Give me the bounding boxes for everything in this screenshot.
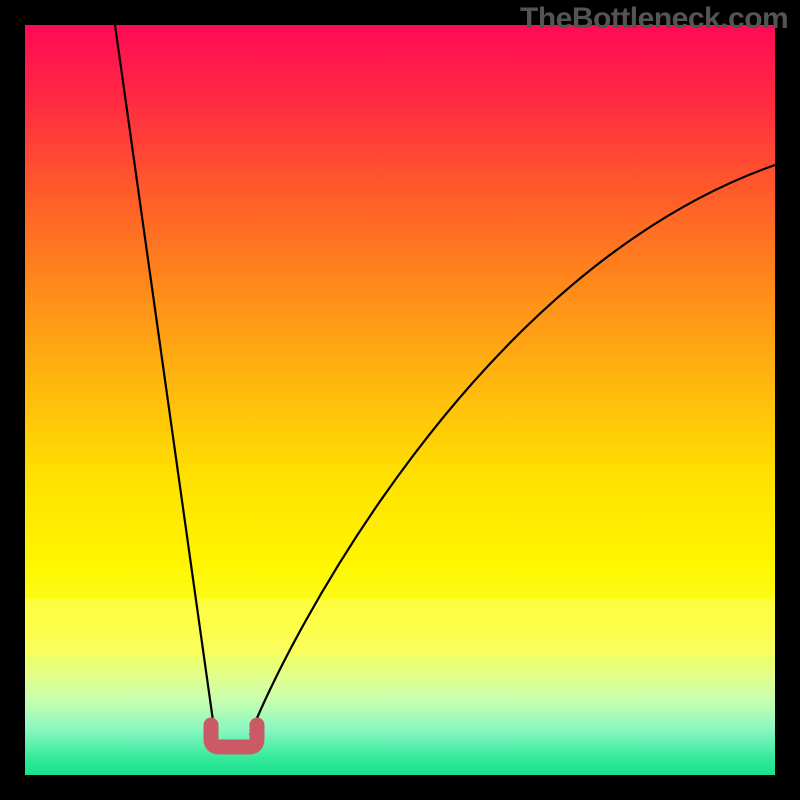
watermark-text: TheBottleneck.com — [520, 2, 788, 36]
bottleneck-curve — [25, 25, 775, 775]
pale-yellow-band — [25, 599, 775, 655]
plot-area — [25, 25, 775, 775]
chart-frame: TheBottleneck.com — [0, 0, 800, 800]
